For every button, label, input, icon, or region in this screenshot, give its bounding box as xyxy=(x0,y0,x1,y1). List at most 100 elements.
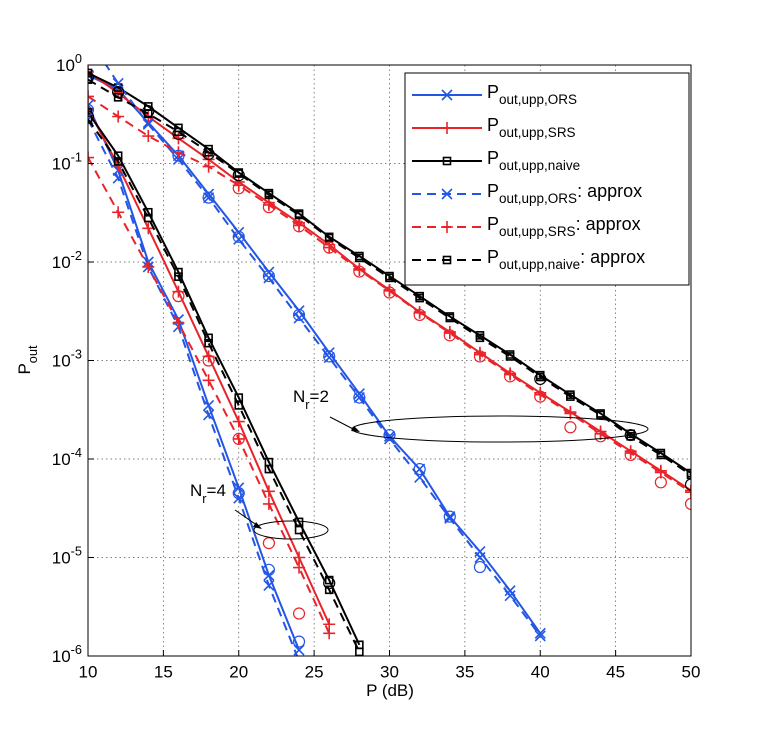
legend-marker xyxy=(441,188,453,200)
marker xyxy=(88,90,94,103)
marker xyxy=(383,428,396,442)
marker xyxy=(263,272,275,284)
legend-symbol xyxy=(442,156,452,166)
marker xyxy=(174,272,183,281)
marker xyxy=(142,130,155,143)
marker xyxy=(294,210,304,220)
marker xyxy=(203,399,215,411)
series-line xyxy=(88,111,361,646)
marker xyxy=(685,484,691,497)
marker xyxy=(355,647,364,656)
marker xyxy=(473,350,487,363)
marker xyxy=(686,470,691,480)
marker xyxy=(534,372,547,386)
marker xyxy=(264,464,274,474)
x-tick-label: 40 xyxy=(531,662,550,681)
marker xyxy=(323,627,336,640)
marker xyxy=(383,433,396,445)
marker xyxy=(323,350,336,363)
marker xyxy=(293,312,305,324)
marker xyxy=(142,222,155,235)
marker xyxy=(534,390,547,403)
marker xyxy=(203,409,215,421)
marker xyxy=(232,415,245,428)
y-tick-label: 10-6 xyxy=(52,642,82,667)
marker xyxy=(112,77,124,89)
marker xyxy=(564,421,577,434)
legend-marker xyxy=(442,156,452,166)
legend-symbol xyxy=(441,122,453,134)
marker xyxy=(594,430,607,443)
series-line xyxy=(88,104,300,651)
marker xyxy=(112,172,124,184)
marker xyxy=(504,590,516,602)
marker xyxy=(505,352,515,361)
marker xyxy=(204,338,213,348)
marker xyxy=(292,220,306,233)
x-tick-label: 20 xyxy=(229,662,248,681)
x-tick-label: 50 xyxy=(682,662,701,681)
legend-label: Pout,upp,SRS xyxy=(487,115,576,140)
marker xyxy=(656,450,666,460)
marker xyxy=(443,510,456,523)
marker xyxy=(262,563,275,576)
marker xyxy=(262,269,275,283)
marker xyxy=(385,273,394,283)
marker xyxy=(113,92,123,102)
marker xyxy=(293,561,306,574)
marker xyxy=(353,265,366,278)
marker xyxy=(654,476,667,489)
marker xyxy=(684,478,691,491)
legend-symbol xyxy=(442,255,452,265)
series-line xyxy=(88,95,691,494)
marker xyxy=(142,105,155,118)
annotation-arrowhead xyxy=(253,522,262,529)
marker xyxy=(202,374,215,387)
annotation: Nr=2 xyxy=(293,387,329,411)
legend: Pout,upp,ORS Pout,upp,SRS Pout,upp,naive Po… xyxy=(412,82,645,272)
marker xyxy=(262,198,275,211)
marker xyxy=(415,293,424,303)
legend-label: Pout,upp,ORS xyxy=(487,82,577,107)
marker xyxy=(142,260,155,273)
marker xyxy=(202,191,215,204)
marker xyxy=(323,576,336,590)
y-tick-label: 10-1 xyxy=(52,149,82,174)
marker xyxy=(566,392,575,401)
marker xyxy=(112,206,125,219)
marker xyxy=(113,157,123,166)
marker xyxy=(684,497,691,511)
marker xyxy=(323,241,336,254)
annotation-ellipse xyxy=(351,415,649,443)
marker xyxy=(624,428,637,442)
marker xyxy=(626,432,636,441)
marker xyxy=(172,149,185,162)
marker xyxy=(504,370,517,383)
marker xyxy=(473,560,487,574)
marker xyxy=(172,317,185,330)
x-tick-label: 35 xyxy=(455,662,474,681)
y-tick-label: 10-3 xyxy=(52,346,82,371)
marker xyxy=(445,313,455,323)
marker xyxy=(413,308,426,322)
marker xyxy=(202,147,215,161)
marker xyxy=(292,308,306,322)
marker xyxy=(88,75,93,84)
x-tick-label: 10 xyxy=(79,662,98,681)
marker xyxy=(594,427,607,440)
x-axis-label: P (dB) xyxy=(366,681,414,700)
marker xyxy=(324,575,334,585)
series-line xyxy=(88,157,331,634)
marker xyxy=(264,190,274,200)
marker xyxy=(292,607,306,620)
marker xyxy=(443,327,456,340)
legend-label: Pout,upp,naive xyxy=(487,148,580,173)
marker xyxy=(144,213,153,223)
legend-symbol xyxy=(441,188,453,200)
marker xyxy=(88,103,95,117)
marker xyxy=(262,485,275,498)
marker xyxy=(232,432,245,445)
marker xyxy=(596,410,605,420)
marker xyxy=(263,579,275,592)
legend-marker xyxy=(442,255,452,265)
